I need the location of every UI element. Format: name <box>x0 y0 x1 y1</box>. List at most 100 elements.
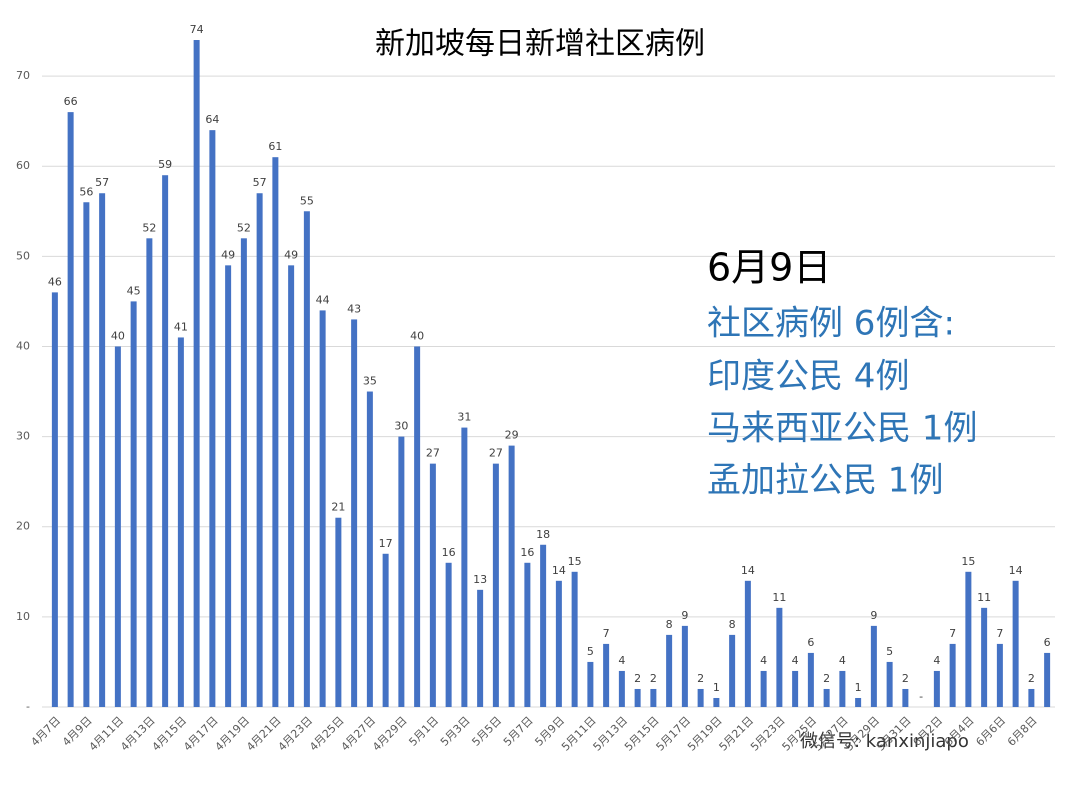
value-label: 40 <box>410 329 424 342</box>
value-label: 74 <box>190 23 204 36</box>
bar <box>225 265 232 707</box>
value-label: 61 <box>268 140 282 153</box>
bar <box>555 580 562 707</box>
value-label: 52 <box>237 221 251 234</box>
bar <box>461 427 468 707</box>
bar <box>524 562 531 707</box>
y-tick-label: 60 <box>16 159 30 172</box>
annotation: 社区病例 6例含: <box>707 304 955 344</box>
bar <box>713 697 720 707</box>
value-label: 49 <box>284 248 298 261</box>
value-label: 18 <box>536 528 550 541</box>
bar <box>697 688 704 707</box>
value-label: 2 <box>823 672 830 685</box>
bar <box>666 634 673 707</box>
x-tick-label: 6月8日 <box>1005 714 1040 749</box>
value-label: 66 <box>64 95 78 108</box>
value-label: 59 <box>158 158 172 171</box>
y-tick-label: - <box>26 700 30 713</box>
bar <box>335 517 342 707</box>
bar <box>634 688 641 707</box>
value-label: 1 <box>855 681 862 694</box>
bar <box>114 346 121 707</box>
bar <box>792 670 799 707</box>
bar <box>240 238 247 707</box>
value-label: 15 <box>961 555 975 568</box>
annotation: 孟加拉公民 1例 <box>707 461 943 501</box>
bar <box>870 625 877 707</box>
value-label: 2 <box>697 672 704 685</box>
value-label: 55 <box>300 194 314 207</box>
value-label: 45 <box>127 284 141 297</box>
bar <box>146 238 153 707</box>
chart-title: 新加坡每日新增社区病例 <box>375 27 705 62</box>
bar <box>618 670 625 707</box>
bar <box>949 643 956 707</box>
bar <box>729 634 736 707</box>
bar <box>807 652 814 707</box>
bar <box>99 193 106 708</box>
bar <box>650 688 657 707</box>
bar <box>51 292 58 707</box>
value-label: 11 <box>977 591 991 604</box>
value-label: 2 <box>902 672 909 685</box>
value-label: 44 <box>316 293 330 306</box>
bar <box>744 580 751 707</box>
value-label: 8 <box>729 618 736 631</box>
x-tick-label: 5月7日 <box>501 714 536 749</box>
value-label: 29 <box>505 429 519 442</box>
bar <box>319 310 326 707</box>
value-label: 4 <box>760 654 767 667</box>
value-label: 14 <box>741 564 755 577</box>
value-label: - <box>919 690 923 703</box>
value-label: 64 <box>205 113 219 126</box>
x-tick-label: 5月5日 <box>469 714 504 749</box>
value-label: 31 <box>457 411 471 424</box>
value-label: 40 <box>111 329 125 342</box>
value-label: 16 <box>442 546 456 559</box>
value-label: 2 <box>1028 672 1035 685</box>
bar <box>965 571 972 707</box>
value-label: 14 <box>1009 564 1023 577</box>
bar <box>162 175 169 708</box>
y-tick-label: 20 <box>16 520 30 533</box>
bar <box>839 670 846 707</box>
bar <box>429 463 436 707</box>
bar <box>351 319 358 707</box>
value-label: 27 <box>426 447 440 460</box>
value-label: 6 <box>807 636 814 649</box>
value-label: 4 <box>839 654 846 667</box>
value-label: 4 <box>933 654 940 667</box>
annotation: 印度公民 4例 <box>707 357 909 397</box>
bar <box>445 562 452 707</box>
bar <box>193 40 200 708</box>
y-tick-label: 70 <box>16 69 30 82</box>
value-label: 46 <box>48 275 62 288</box>
value-label: 15 <box>568 555 582 568</box>
value-label: 9 <box>681 609 688 622</box>
bar <box>398 436 405 707</box>
value-label: 9 <box>870 609 877 622</box>
value-label: 13 <box>473 573 487 586</box>
x-tick-label: 4月29日 <box>370 714 410 754</box>
value-label: 4 <box>618 654 625 667</box>
bar <box>414 346 421 707</box>
value-label: 41 <box>174 320 188 333</box>
value-label: 4 <box>792 654 799 667</box>
bar <box>366 391 373 707</box>
bar <box>288 265 295 707</box>
value-label: 7 <box>949 627 956 640</box>
bar <box>508 445 515 707</box>
bar <box>1028 688 1035 707</box>
value-label: 7 <box>603 627 610 640</box>
value-label: 57 <box>253 176 267 189</box>
bar <box>1012 580 1019 707</box>
annotation: 马来西亚公民 1例 <box>707 409 977 449</box>
bar <box>571 571 578 707</box>
bar <box>681 625 688 707</box>
x-tick-label: 4月7日 <box>28 714 63 749</box>
bar <box>272 157 279 708</box>
y-tick-label: 50 <box>16 249 30 262</box>
y-tick-label: 10 <box>16 610 30 623</box>
